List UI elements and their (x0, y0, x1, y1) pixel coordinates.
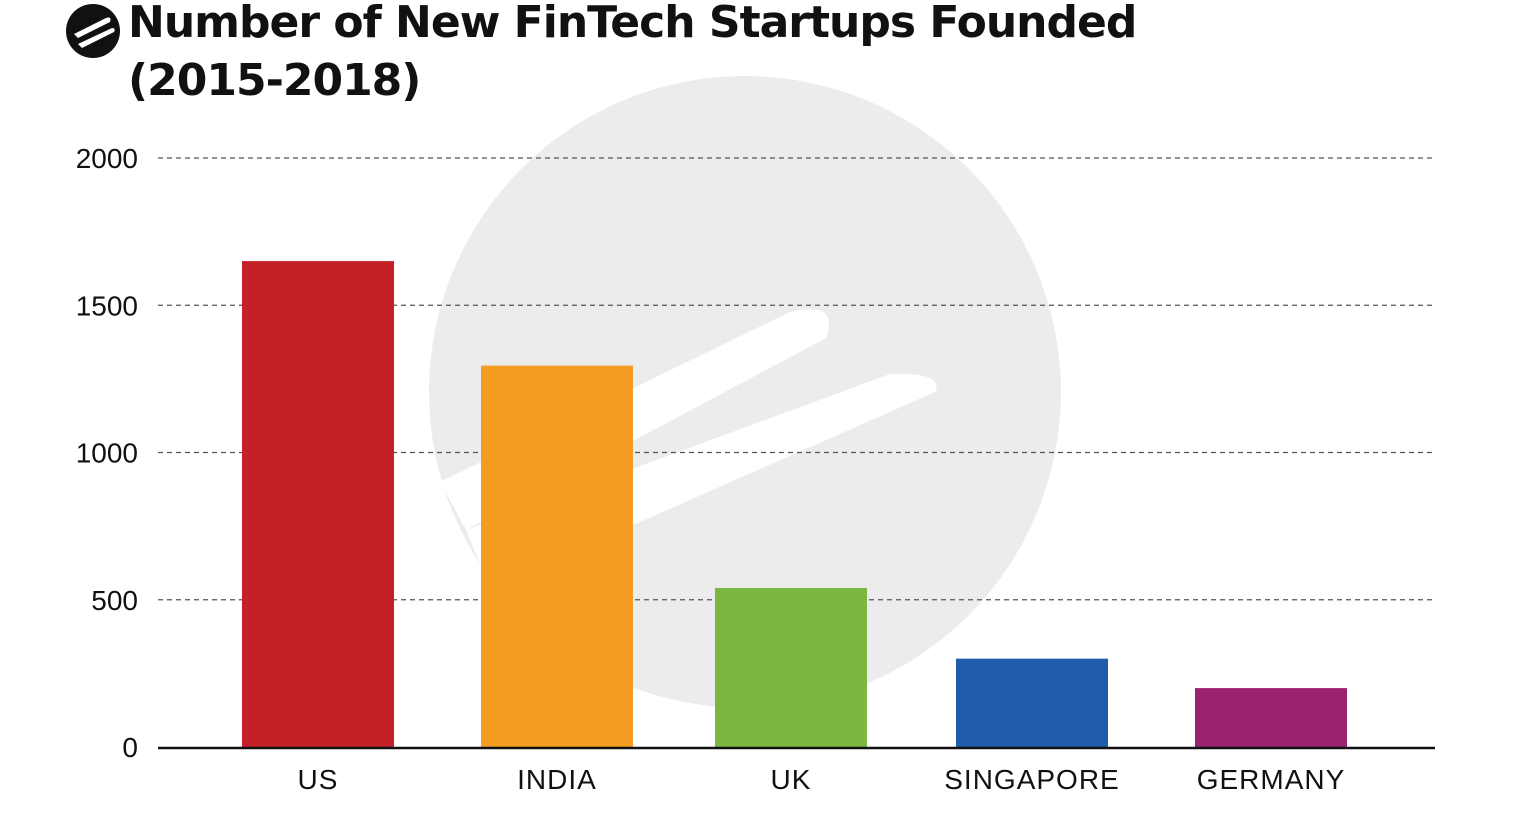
y-tick-label: 0 (122, 732, 138, 763)
fintech-logo-icon (66, 4, 120, 58)
bars (242, 261, 1347, 747)
x-category-label: GERMANY (1197, 764, 1346, 795)
gridlines (158, 157, 1435, 601)
axes: 0 500 1000 1500 2000 US INDIA UK SINGAPORE GERMAN… (76, 143, 1435, 795)
x-category-label: US (298, 764, 339, 795)
chart-title: Number of New FinTech Startups Founded (128, 0, 1137, 48)
y-tick-label: 2000 (76, 143, 138, 174)
bar-singapore (956, 658, 1108, 747)
x-category-label: UK (771, 764, 812, 795)
bar-india (481, 365, 633, 747)
y-tick-label: 1000 (76, 438, 138, 469)
bar-us (242, 261, 394, 747)
bar-germany (1195, 688, 1347, 747)
y-tick-label: 1500 (76, 290, 138, 321)
chart-subtitle: (2015-2018) (128, 55, 421, 106)
bar-uk (715, 587, 867, 747)
x-category-label: SINGAPORE (944, 764, 1119, 795)
y-tick-label: 500 (91, 585, 138, 616)
x-category-label: INDIA (517, 764, 597, 795)
